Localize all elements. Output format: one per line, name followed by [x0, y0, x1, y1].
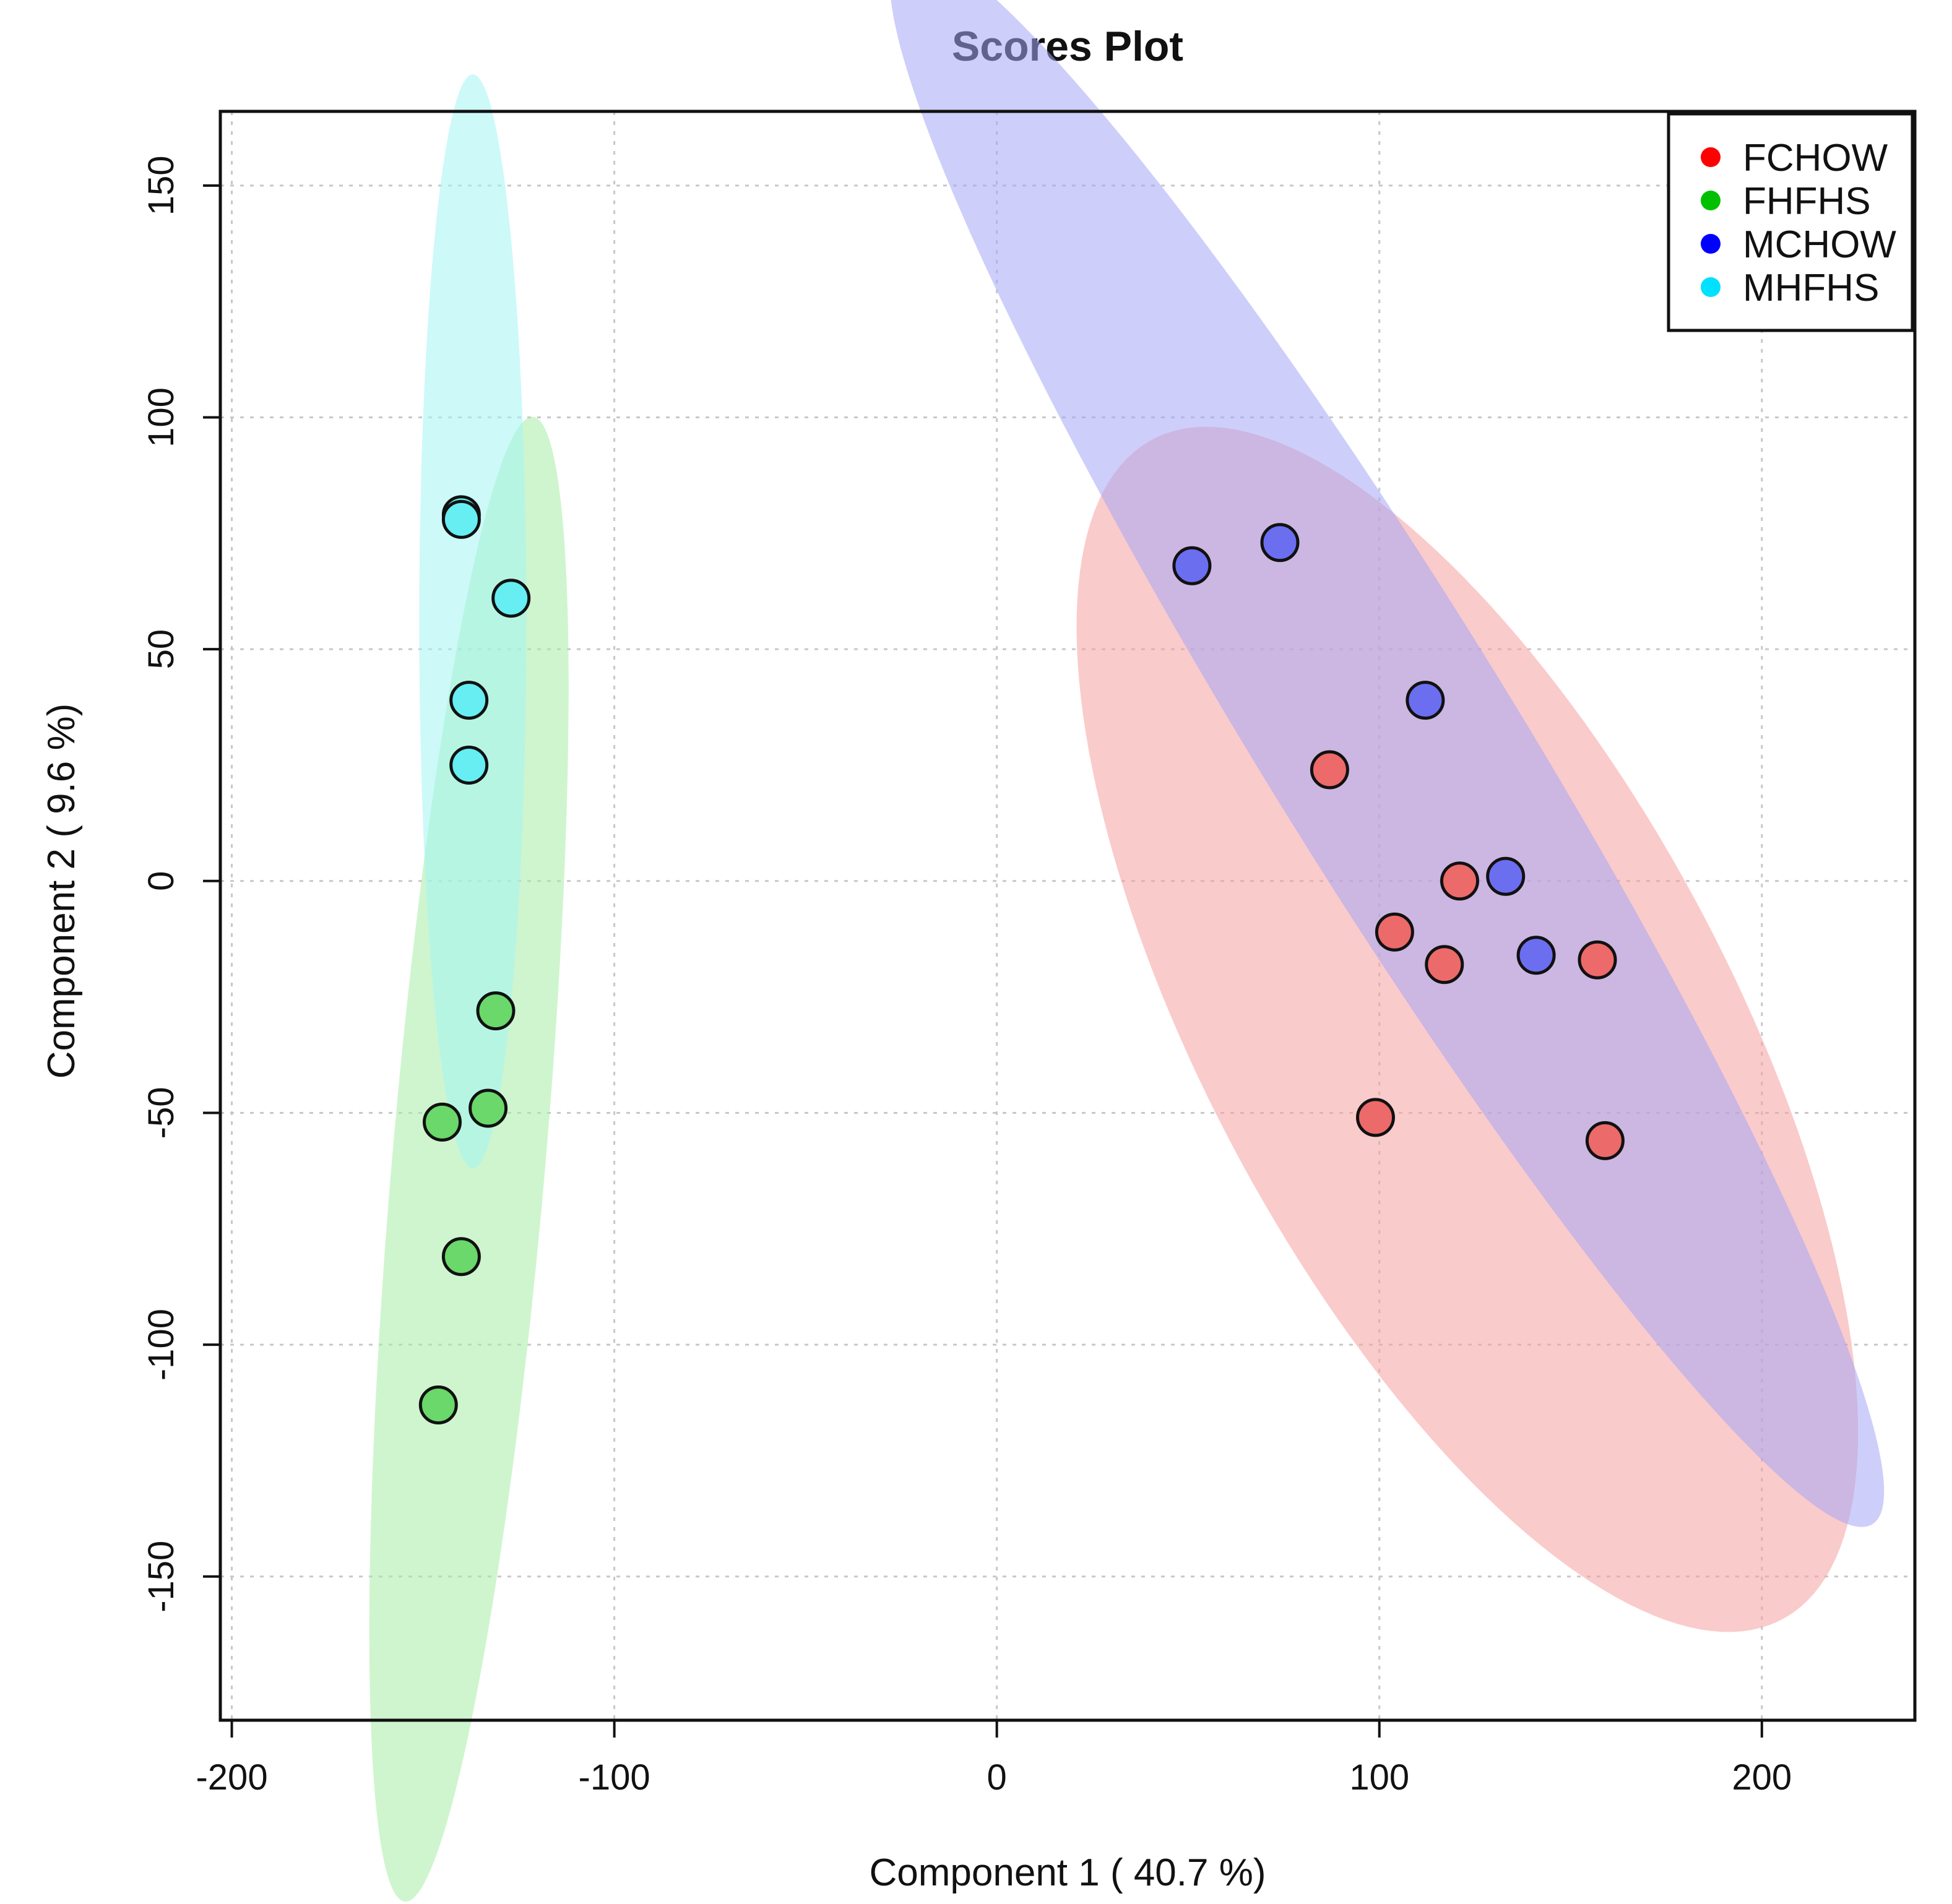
point-mhfhs [491, 579, 531, 618]
point-fhfhs [476, 991, 516, 1031]
legend-marker [1701, 234, 1721, 254]
y-tick-label: 0 [141, 871, 181, 891]
x-tick-label: 100 [1349, 1757, 1409, 1798]
legend-marker [1701, 191, 1721, 210]
y-tick-label: 150 [141, 155, 181, 215]
y-tick-label: 50 [141, 629, 181, 670]
point-mchow [1516, 936, 1556, 975]
x-tick-label: -100 [579, 1757, 650, 1798]
point-mhfhs [449, 746, 489, 785]
point-fchow [1440, 861, 1479, 901]
point-mhfhs [449, 681, 489, 720]
legend-label: FHFHS [1743, 180, 1871, 223]
legend-label: MCHOW [1743, 223, 1896, 266]
point-fhfhs [423, 1102, 462, 1142]
axis-ticks: -200 -100 0 100 200 -150 -100 -50 0 50 100 150 [141, 155, 1792, 1798]
point-fchow [1585, 1121, 1625, 1160]
ellipse-mchow [891, 0, 1885, 1527]
point-mchow [1486, 856, 1526, 896]
ellipse-mhfhs [419, 74, 527, 1169]
point-mhfhs [441, 499, 481, 539]
point-mchow [1260, 523, 1300, 562]
point-fchow [1356, 1098, 1395, 1137]
y-tick-label: -150 [141, 1541, 181, 1613]
score-points [418, 495, 1625, 1424]
x-axis-label: Component 1 ( 40.7 %) [869, 1851, 1266, 1894]
point-fchow [1375, 912, 1414, 952]
legend-label: MHFHS [1743, 267, 1879, 309]
confidence-ellipses [369, 0, 1885, 1902]
y-tick-label: 100 [141, 387, 181, 447]
y-tick-label: -100 [141, 1309, 181, 1381]
plot-frame [218, 110, 1917, 1722]
x-tick-label: 200 [1732, 1757, 1792, 1798]
y-tick-label: -50 [141, 1087, 181, 1139]
point-fhfhs [469, 1088, 508, 1128]
point-fhfhs [441, 1237, 481, 1277]
point-fchow [1425, 945, 1464, 984]
legend-marker [1701, 277, 1721, 297]
y-axis-label: Component 2 ( 9.6 %) [40, 704, 83, 1079]
point-mchow [1172, 546, 1212, 585]
x-tick-label: -200 [196, 1757, 267, 1798]
legend-marker [1701, 147, 1721, 167]
point-fchow [1578, 940, 1617, 980]
x-tick-label: 0 [987, 1757, 1007, 1798]
point-fchow [1310, 750, 1349, 790]
point-mchow [1406, 681, 1445, 720]
point-fhfhs [418, 1385, 458, 1424]
legend-label: FCHOW [1743, 137, 1888, 179]
